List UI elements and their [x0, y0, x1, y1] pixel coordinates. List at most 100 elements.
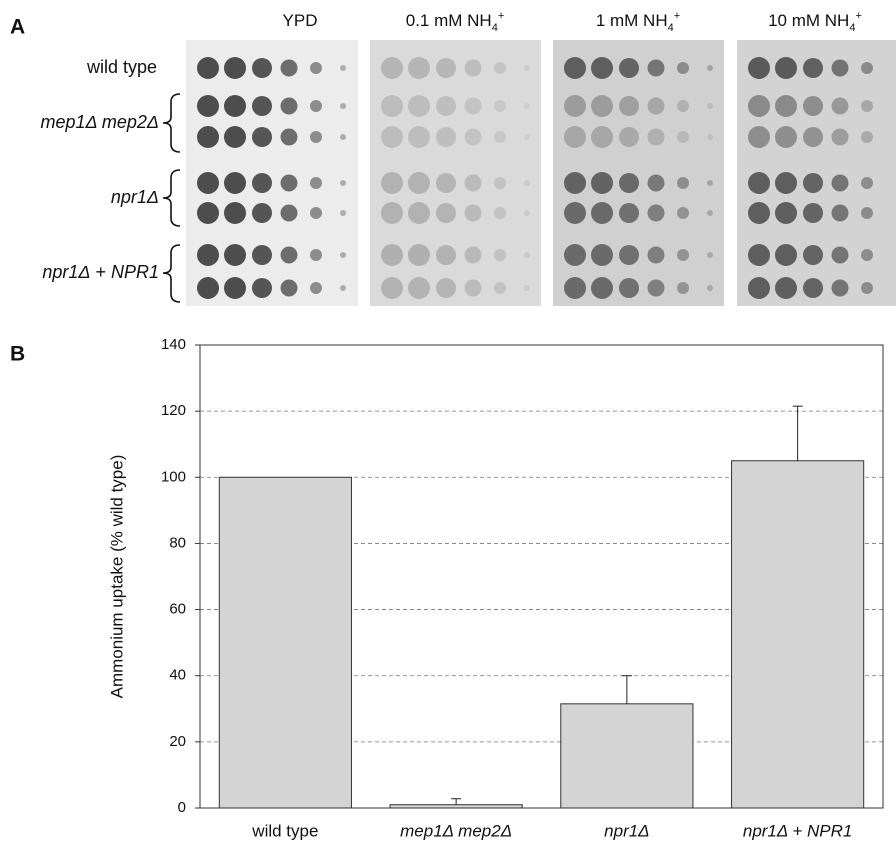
braces — [162, 93, 181, 303]
bar — [731, 460, 865, 809]
spot — [564, 244, 586, 266]
spot — [619, 58, 639, 78]
spot — [647, 128, 665, 146]
spot — [803, 173, 823, 193]
spot — [280, 59, 298, 77]
spot — [775, 172, 797, 194]
spot — [861, 207, 873, 219]
spot — [340, 180, 346, 186]
spot — [861, 249, 873, 261]
spot — [340, 285, 346, 291]
row-label-part: wild type — [86, 57, 157, 77]
spot — [619, 203, 639, 223]
error-bar — [792, 405, 803, 461]
spot — [748, 244, 770, 266]
spot — [591, 244, 613, 266]
y-tick-label: 100 — [161, 468, 186, 485]
spot — [775, 277, 797, 299]
spot — [464, 174, 482, 192]
row-label-part: NPR1 — [111, 262, 159, 282]
spot — [252, 245, 272, 265]
spot — [381, 95, 403, 117]
spot — [861, 282, 873, 294]
spot — [831, 174, 849, 192]
spot — [707, 65, 713, 71]
spot — [775, 244, 797, 266]
spot — [619, 245, 639, 265]
spot — [831, 97, 849, 115]
spot — [494, 177, 506, 189]
y-tick-label: 40 — [169, 667, 186, 684]
row-label-part: npr1Δ — [42, 262, 90, 282]
spot — [494, 282, 506, 294]
spot — [677, 249, 689, 261]
spot — [340, 134, 346, 140]
spot — [280, 97, 298, 115]
spot — [464, 279, 482, 297]
spot — [861, 131, 873, 143]
spot — [224, 244, 246, 266]
panel-label: B — [10, 343, 25, 366]
y-tick-label: 140 — [161, 336, 186, 353]
spot — [524, 252, 530, 258]
spot — [464, 204, 482, 222]
row-label-part: mep1Δ mep2Δ — [40, 112, 159, 132]
spot — [707, 252, 713, 258]
bar — [389, 804, 523, 809]
spot — [224, 202, 246, 224]
spot — [408, 126, 430, 148]
spot — [831, 246, 849, 264]
spot — [436, 96, 456, 116]
header-subscript: 4 — [849, 22, 855, 34]
spot — [775, 202, 797, 224]
y-tick-label: 20 — [169, 733, 186, 750]
spot — [436, 58, 456, 78]
spot — [408, 57, 430, 79]
spot — [310, 131, 322, 143]
header-subscript: 4 — [492, 22, 498, 34]
spot — [775, 95, 797, 117]
spot — [831, 204, 849, 222]
spot — [280, 174, 298, 192]
spot — [564, 172, 586, 194]
header-text: YPD — [283, 11, 318, 30]
spot — [436, 245, 456, 265]
spot — [677, 131, 689, 143]
spot — [524, 180, 530, 186]
row-label: npr1Δ — [111, 187, 159, 207]
spot — [591, 202, 613, 224]
spot — [524, 65, 530, 71]
spots — [197, 57, 873, 299]
spot — [381, 172, 403, 194]
spot — [436, 203, 456, 223]
spot — [524, 285, 530, 291]
header-superscript: + — [855, 10, 861, 22]
spot — [803, 278, 823, 298]
spot — [494, 249, 506, 261]
spot — [861, 100, 873, 112]
spot — [310, 249, 322, 261]
spot — [408, 202, 430, 224]
error-bar — [451, 798, 462, 805]
spot — [707, 134, 713, 140]
spot — [707, 210, 713, 216]
spot — [591, 172, 613, 194]
spot — [564, 95, 586, 117]
spot — [280, 279, 298, 297]
spot — [803, 245, 823, 265]
spot — [803, 96, 823, 116]
spot — [408, 277, 430, 299]
spot — [494, 62, 506, 74]
spot — [381, 244, 403, 266]
spot — [524, 210, 530, 216]
spot — [564, 202, 586, 224]
header-superscript: + — [498, 10, 504, 22]
x-tick-label: npr1Δ + NPR1 — [743, 821, 853, 840]
spot — [408, 172, 430, 194]
header-text: 10 mM NH — [768, 11, 849, 30]
spot — [803, 58, 823, 78]
plot-frame — [199, 344, 884, 809]
spot — [861, 62, 873, 74]
spot — [707, 180, 713, 186]
spot — [224, 172, 246, 194]
